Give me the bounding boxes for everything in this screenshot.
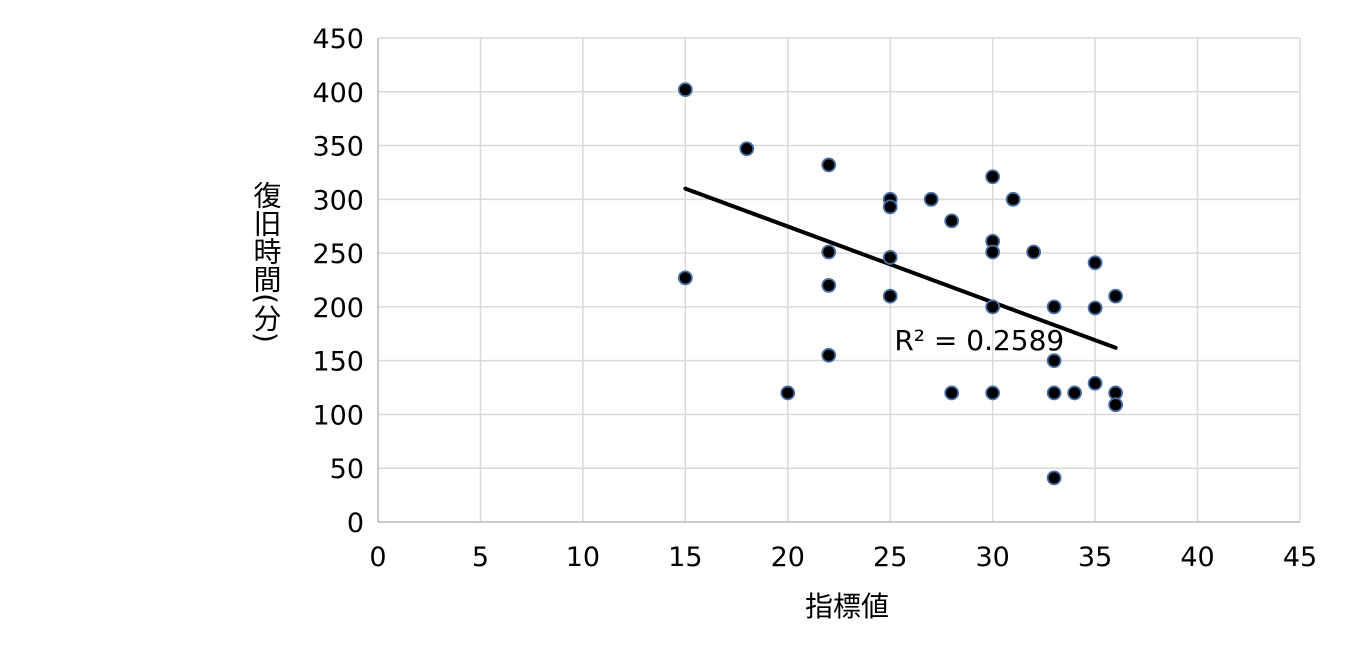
data-point (1087, 255, 1103, 271)
data-point (1046, 299, 1062, 315)
y-axis-title: 復旧時間(分) (250, 181, 283, 343)
data-point (780, 385, 796, 401)
trendline (683, 186, 1118, 350)
y-tick-label: 350 (312, 132, 364, 163)
data-point (1108, 397, 1123, 413)
y-tick-label: 450 (312, 24, 364, 55)
data-point (677, 82, 693, 98)
y-tick-label: 400 (312, 78, 364, 109)
r-squared-annotation: R² = 0.2589 (894, 324, 1064, 357)
data-point (923, 191, 939, 207)
x-tick-label: 0 (369, 542, 386, 573)
x-tick-label: 5 (472, 542, 489, 573)
data-point (821, 157, 837, 173)
data-point (1087, 375, 1103, 391)
data-point (821, 277, 837, 293)
gridlines (377, 37, 1301, 523)
data-point (985, 385, 1001, 401)
y-tick-labels: 0 50 100 150 200 250 300 350 400 450 (312, 24, 364, 539)
axes (377, 38, 1300, 523)
data-point (1067, 385, 1083, 401)
data-point (1108, 288, 1123, 304)
data-point (985, 244, 1001, 260)
data-point (821, 347, 837, 363)
data-point (882, 288, 898, 304)
data-point (739, 141, 755, 157)
x-tick-label: 10 (566, 542, 600, 573)
y-tick-label: 50 (330, 454, 364, 485)
y-tick-label: 100 (312, 400, 364, 431)
data-point (677, 270, 693, 286)
x-tick-label: 40 (1180, 542, 1214, 573)
x-tick-labels: 0 5 10 15 20 25 30 35 40 45 (369, 542, 1317, 573)
x-tick-label: 15 (668, 542, 702, 573)
x-tick-label: 30 (975, 542, 1009, 573)
x-tick-label: 45 (1283, 542, 1317, 573)
y-tick-label: 0 (347, 508, 364, 539)
data-point (1087, 300, 1103, 316)
data-point (821, 244, 837, 260)
data-point (944, 213, 960, 229)
y-tick-label: 250 (312, 239, 364, 270)
x-tick-label: 25 (873, 542, 907, 573)
data-point (1005, 191, 1021, 207)
data-point (882, 250, 898, 265)
x-axis-title: 指標値 (805, 590, 889, 623)
data-point (1046, 353, 1062, 369)
x-tick-label: 20 (771, 542, 805, 573)
data-point (882, 199, 898, 215)
y-tick-label: 200 (312, 293, 364, 324)
data-point (985, 299, 1001, 315)
data-points (677, 82, 1123, 486)
data-point (1046, 385, 1062, 401)
y-tick-label: 300 (312, 185, 364, 216)
data-point (1046, 470, 1062, 486)
data-point (985, 169, 1001, 185)
data-point (1026, 244, 1042, 260)
y-tick-label: 150 (312, 347, 364, 378)
data-point (944, 385, 960, 401)
x-tick-label: 35 (1078, 542, 1112, 573)
